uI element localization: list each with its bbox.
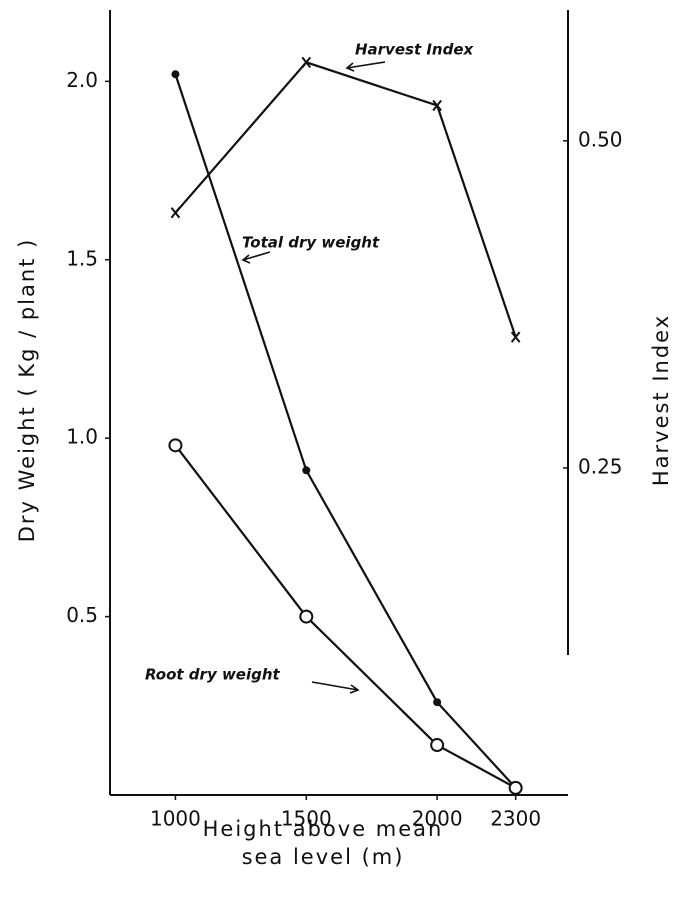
point: [432, 99, 442, 112]
series-line: [174, 444, 517, 789]
x-tick-label: 2300: [490, 807, 541, 831]
point: [302, 466, 311, 475]
annotation-arrows: [241, 61, 386, 694]
point: [170, 207, 181, 219]
y2-axis-label: Harvest Index: [649, 314, 673, 486]
series-label: Harvest Index: [355, 41, 475, 59]
series-line: [174, 73, 517, 789]
series-label: Total dry weight: [242, 234, 380, 252]
point: [433, 698, 442, 707]
series-label: Root dry weight: [145, 666, 281, 684]
x-tick-label: 1500: [281, 807, 332, 831]
point: [508, 780, 523, 795]
y-axis-label: Dry Weight ( Kg / plant ): [15, 238, 39, 543]
y2-tick-label: 0.25: [578, 454, 623, 478]
point: [299, 609, 314, 624]
y-tick-label: 0.5: [66, 603, 98, 627]
x-axis-label: Height above mean: [203, 817, 444, 841]
point: [301, 56, 312, 68]
y-tick-label: 1.5: [66, 246, 98, 270]
point: [510, 331, 521, 343]
y-tick-label: 2.0: [66, 68, 98, 92]
y-tick-label: 1.0: [66, 425, 98, 449]
series-line: [174, 61, 517, 338]
point: [171, 70, 180, 79]
arrow: [241, 251, 271, 264]
arrow: [345, 61, 386, 72]
y2-tick-label: 0.50: [578, 127, 623, 151]
point: [430, 738, 445, 753]
point: [168, 438, 183, 453]
arrow: [311, 681, 360, 694]
x-tick-label: 2000: [412, 807, 463, 831]
x-tick-label: 1000: [150, 807, 201, 831]
x-axis-label: sea level (m): [242, 845, 405, 869]
